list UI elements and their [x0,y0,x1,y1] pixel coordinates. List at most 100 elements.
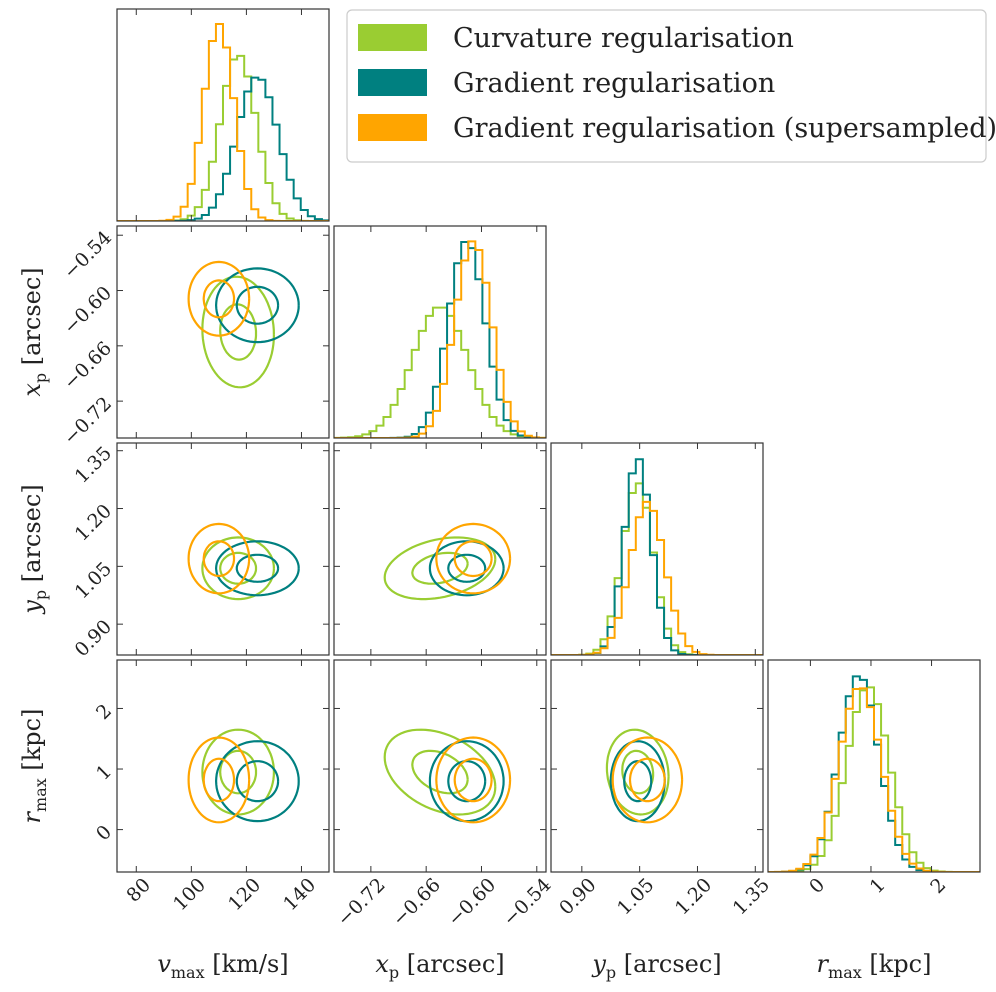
y-axis-label-xp: xp [arcsec] [18,267,50,396]
contour-0-2sigma [383,536,497,601]
contour-1-1sigma [235,285,280,325]
contour-2-1sigma [202,757,236,803]
legend-swatch-1 [358,69,427,96]
x-axis-label-rmax: rmax [kpc] [817,950,932,982]
legend-swatch-0 [358,24,427,51]
contour-0-1sigma [411,551,469,585]
panel-xp-vs-yp [333,442,547,656]
hist-0-xp [334,306,546,438]
contour-2-2sigma [187,522,251,595]
axes-frame [116,659,330,873]
y-tick-label-rmax: 1 [92,761,116,785]
x-tick-label-yp: 1.35 [729,874,774,919]
contour-2-2sigma [435,736,512,824]
legend-label-0: Curvature regularisation [453,23,794,54]
panel-vmax-vs-xp: −0.72−0.66−0.60−0.54 xp [arcsec] [18,225,330,450]
contour-0-2sigma [201,728,275,816]
x-tick-label-vmax: 100 [169,874,210,915]
hist-2-xp [334,240,546,438]
hist-1-rmax [768,675,980,872]
y-tick-label-yp: 1.35 [71,442,116,487]
x-tick-label-xp: −0.66 [388,874,445,931]
contour-2-1sigma [202,540,236,578]
contour-1-2sigma [214,740,300,823]
contour-1-1sigma [447,553,487,583]
x-tick-label-vmax: 140 [279,874,320,915]
y-axis-label-rmax: rmax [kpc] [18,709,50,824]
y-tick-label-xp: −0.72 [59,393,116,450]
contour-0-1sigma [219,551,258,585]
hist-2-rmax [768,687,980,872]
contour-2-2sigma [187,736,251,824]
y-tick-label-yp: 1.20 [71,500,116,545]
x-tick-label-xp: −0.72 [333,874,390,931]
panel-xp-hist [333,225,547,439]
y-tick-label-xp: −0.66 [59,337,116,394]
axes-frame [550,442,764,656]
contour-2-1sigma [453,540,493,578]
legend-label-1: Gradient regularisation [453,68,775,99]
panel-vmax-vs-yp: 0.90 1.05 1.20 1.35 yp [arcsec] [18,442,330,661]
contour-2-1sigma [453,757,493,803]
legend-label-2: Gradient regularisation (supersampled) [453,113,996,144]
contour-1-2sigma [428,740,505,823]
panel-rmax-hist: 0 1 2 rmax [kpc] [767,659,981,982]
contour-1-1sigma [623,760,653,803]
x-tick-label-rmax: 0 [805,874,829,898]
x-tick-label-yp: 1.20 [671,874,716,919]
contour-0-2sigma [201,536,275,601]
axes-frame [333,659,547,873]
legend-box [346,9,987,163]
x-tick-label-xp: −0.54 [499,874,556,931]
axes-frame [333,225,547,439]
axes-frame [116,442,330,656]
contour-1-1sigma [235,760,280,803]
x-tick-label-yp: 0.90 [555,874,600,919]
axes-frame [116,8,330,222]
contour-0-1sigma [411,749,469,795]
contour-2-2sigma [611,736,684,824]
x-tick-label-rmax: 2 [926,874,950,898]
x-tick-label-xp: −0.60 [444,874,501,931]
legend-swatch-2 [358,114,427,141]
x-tick-label-rmax: 1 [866,874,890,898]
axes-frame [550,659,764,873]
contour-0-2sigma [201,275,275,389]
contour-1-1sigma [447,760,487,803]
axes-frame [767,659,981,873]
contour-1-2sigma [214,540,300,597]
contour-0-1sigma [621,749,655,795]
x-tick-label-yp: 1.05 [613,874,658,919]
y-axis-label-yp: yp [arcsec] [18,484,50,614]
hist-0-vmax [117,54,329,221]
y-tick-label-yp: 0.90 [71,616,116,661]
panel-xp-vs-rmax: −0.72−0.66−0.60−0.54 xp [arcsec] [333,659,556,982]
contour-1-1sigma [235,553,280,583]
hist-1-yp [551,458,763,655]
contour-2-2sigma [435,522,512,595]
y-tick-label-rmax: 0 [92,821,116,845]
x-tick-label-vmax: 80 [122,874,155,907]
y-tick-label-xp: −0.60 [59,282,116,339]
panel-vmax-vs-rmax: 0 1 2 rmax [kpc] 80 100 120 140 vmax [km/s] [18,659,330,982]
contour-1-2sigma [214,267,300,344]
axes-frame [333,442,547,656]
x-axis-label-vmax: vmax [km/s] [157,950,288,982]
x-axis-label-yp: yp [arcsec] [591,950,721,982]
contour-2-2sigma [187,260,251,337]
panel-yp-hist [550,442,764,656]
y-tick-label-yp: 1.05 [71,558,116,603]
y-tick-label-rmax: 2 [92,700,116,724]
contour-2-1sigma [202,279,236,319]
x-axis-label-xp: xp [arcsec] [375,950,504,982]
x-tick-label-vmax: 120 [224,874,265,915]
legend: Curvature regularisation Gradient regular… [346,9,996,163]
y-tick-label-xp: −0.54 [59,227,116,284]
axes-frame [116,225,330,439]
panel-vmax-hist [116,8,330,222]
contour-0-2sigma [383,728,497,816]
contour-2-1sigma [628,757,666,803]
contour-1-2sigma [609,740,666,823]
